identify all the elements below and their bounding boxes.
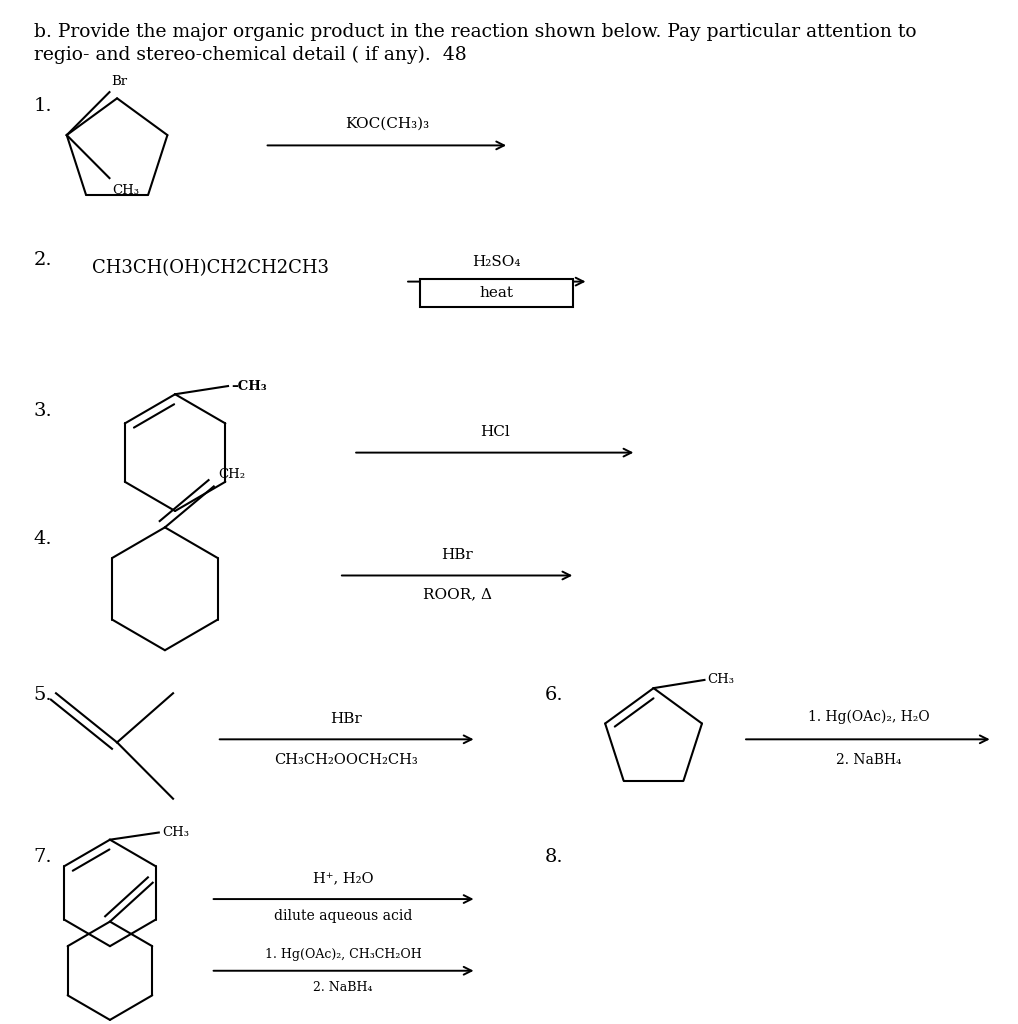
Text: KOC(CH₃)₃: KOC(CH₃)₃	[345, 117, 429, 131]
Text: ROOR, Δ: ROOR, Δ	[422, 588, 492, 602]
Text: CH₃: CH₃	[113, 184, 139, 198]
Text: –CH₃: –CH₃	[231, 380, 267, 392]
Text: 1.: 1.	[34, 97, 52, 116]
Text: 2. NaBH₄: 2. NaBH₄	[836, 753, 901, 767]
Text: 8.: 8.	[545, 848, 563, 866]
Text: 1. Hg(OAc)₂, H₂O: 1. Hg(OAc)₂, H₂O	[807, 710, 929, 724]
Text: CH₃CH₂OOCH₂CH₃: CH₃CH₂OOCH₂CH₃	[274, 753, 418, 767]
Text: 2.: 2.	[34, 251, 52, 269]
Text: HCl: HCl	[479, 425, 510, 439]
Text: CH3CH(OH)CH2CH2CH3: CH3CH(OH)CH2CH2CH3	[92, 259, 329, 278]
Text: Br: Br	[112, 75, 127, 88]
Text: 7.: 7.	[34, 848, 52, 866]
Text: CH₃: CH₃	[708, 674, 735, 686]
Text: dilute aqueous acid: dilute aqueous acid	[274, 909, 412, 924]
Text: 5.: 5.	[34, 686, 52, 705]
Text: b. Provide the major organic product in the reaction shown below. Pay particular: b. Provide the major organic product in …	[34, 23, 916, 41]
Text: HBr: HBr	[330, 712, 362, 726]
Text: 6.: 6.	[545, 686, 563, 705]
Text: 3.: 3.	[34, 402, 52, 421]
Text: CH₂: CH₂	[218, 468, 245, 481]
Text: 1. Hg(OAc)₂, CH₃CH₂OH: 1. Hg(OAc)₂, CH₃CH₂OH	[265, 947, 421, 961]
Text: 2. NaBH₄: 2. NaBH₄	[314, 981, 373, 994]
Text: H₂SO₄: H₂SO₄	[472, 255, 521, 269]
Text: 4.: 4.	[34, 530, 52, 549]
Text: HBr: HBr	[441, 548, 473, 562]
Text: CH₃: CH₃	[162, 826, 189, 839]
Text: regio- and stereo-chemical detail ( if any).  48: regio- and stereo-chemical detail ( if a…	[34, 46, 466, 65]
Text: heat: heat	[479, 286, 514, 300]
Text: H⁺, H₂O: H⁺, H₂O	[313, 871, 374, 886]
Bar	[420, 279, 573, 307]
